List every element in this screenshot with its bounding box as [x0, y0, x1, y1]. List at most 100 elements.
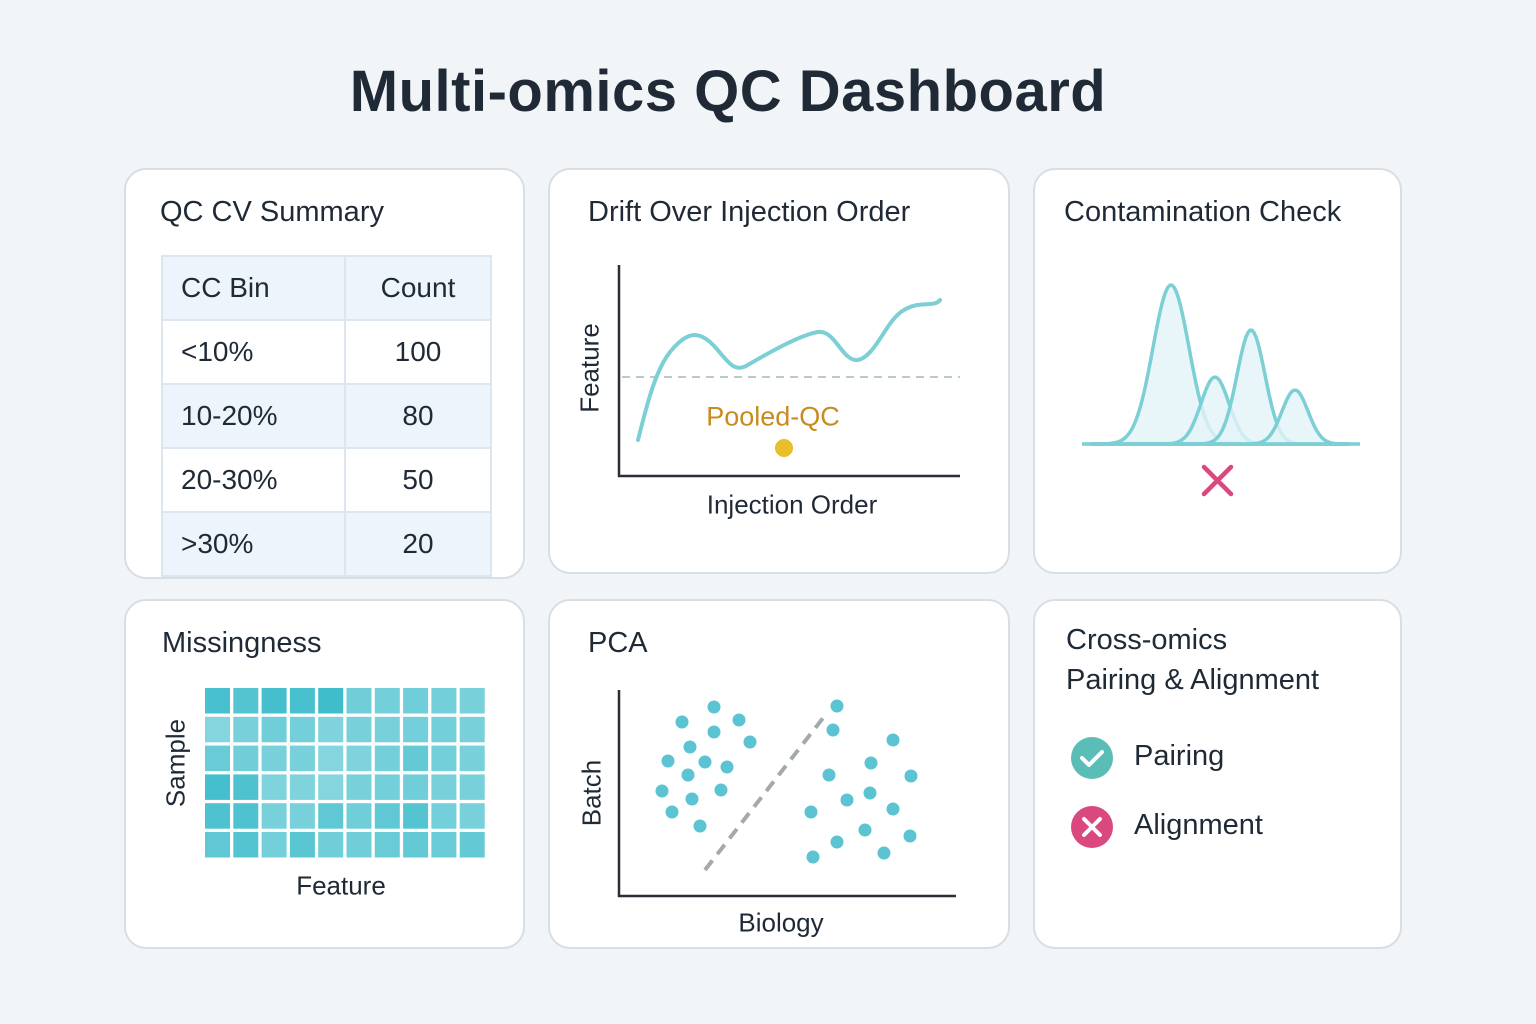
- pca-point: [903, 829, 917, 843]
- heatmap-cell: [403, 688, 429, 714]
- heatmap-cell: [205, 774, 230, 800]
- heatmap-cell: [374, 832, 400, 858]
- heatmap-cell: [205, 745, 230, 772]
- pca-title: PCA: [588, 627, 648, 659]
- pca-point: [707, 700, 721, 714]
- count-cell: 100: [344, 319, 492, 385]
- heatmap-cell: [374, 803, 400, 829]
- heatmap-cell: [289, 716, 315, 743]
- heatmap-cell: [374, 688, 400, 714]
- contamination-title: Contamination Check: [1064, 196, 1342, 228]
- pca-point: [707, 725, 721, 739]
- heatmap-cell: [374, 716, 400, 743]
- pca-chart: [617, 690, 956, 898]
- heatmap-cell: [289, 832, 315, 858]
- pca-point: [804, 805, 818, 819]
- heatmap-cell: [459, 716, 485, 743]
- pca-point: [675, 715, 689, 729]
- pca-point: [655, 784, 669, 798]
- column-header-count: Count: [344, 255, 492, 321]
- pca-point: [732, 713, 746, 727]
- cross-omics-title-line1: Cross-omics: [1066, 624, 1228, 656]
- heatmap-cell: [346, 832, 372, 858]
- pca-point: [806, 850, 820, 864]
- bin-cell: 20-30%: [161, 447, 346, 513]
- heatmap-cell: [459, 803, 485, 829]
- pca-point: [863, 786, 877, 800]
- heatmap-cell: [459, 832, 485, 858]
- bin-cell: <10%: [161, 319, 346, 385]
- heatmap-cell: [205, 716, 230, 743]
- pca-point: [681, 768, 695, 782]
- heatmap-cell: [289, 688, 315, 714]
- heatmap-cell: [318, 803, 344, 829]
- heatmap-cell: [374, 774, 400, 800]
- pca-point: [904, 769, 918, 783]
- heatmap-cell: [403, 745, 429, 772]
- heatmap-cell: [205, 803, 230, 829]
- pooled-qc-point: [775, 439, 793, 457]
- missingness-x-label: Feature: [296, 870, 386, 901]
- bin-cell: 10-20%: [161, 383, 346, 449]
- heatmap-cell: [233, 774, 259, 800]
- contamination-card: [1033, 168, 1402, 574]
- pca-point: [830, 699, 844, 713]
- heatmap-cell: [205, 832, 230, 858]
- pca-point: [830, 835, 844, 849]
- bin-cell: >30%: [161, 511, 346, 577]
- drift-x-label: Injection Order: [706, 489, 878, 520]
- count-cell: 50: [344, 447, 492, 513]
- drift-card: [548, 168, 1010, 574]
- missingness-title: Missingness: [162, 627, 322, 659]
- heatmap-cell: [459, 774, 485, 800]
- table-header-row: CC Bin Count: [161, 255, 492, 321]
- pca-point: [714, 783, 728, 797]
- pca-point: [886, 733, 900, 747]
- heatmap-cell: [431, 774, 457, 800]
- pca-point: [864, 756, 878, 770]
- heatmap-cell: [261, 774, 287, 800]
- heatmap-cell: [233, 688, 259, 714]
- heatmap-cell: [459, 745, 485, 772]
- heatmap-cell: [233, 745, 259, 772]
- drift-title: Drift Over Injection Order: [588, 196, 911, 228]
- pca-point: [886, 802, 900, 816]
- pca-point: [858, 823, 872, 837]
- heatmap-cell: [431, 803, 457, 829]
- heatmap-cell: [374, 745, 400, 772]
- heatmap-cell: [403, 832, 429, 858]
- heatmap-cell: [261, 803, 287, 829]
- heatmap-cell: [233, 716, 259, 743]
- pca-point: [693, 819, 707, 833]
- heatmap-cell: [346, 803, 372, 829]
- pca-point: [665, 805, 679, 819]
- drift-chart: [617, 265, 960, 478]
- heatmap-cell: [261, 716, 287, 743]
- contamination-x-icon: [1201, 464, 1234, 497]
- heatmap-cell: [431, 745, 457, 772]
- table-row: >30% 20: [161, 511, 492, 577]
- pca-x-label: Biology: [738, 907, 824, 938]
- heatmap-cell: [459, 688, 485, 714]
- heatmap-cell: [403, 774, 429, 800]
- alignment-x-icon: [1071, 806, 1113, 848]
- pca-point: [661, 754, 675, 768]
- heatmap-cell: [233, 803, 259, 829]
- heatmap-cell: [261, 688, 287, 714]
- drift-series-line: [636, 298, 942, 442]
- pairing-label: Pairing: [1134, 740, 1225, 772]
- heatmap-cell: [318, 688, 344, 714]
- pooled-qc-label: Pooled-QC: [706, 401, 840, 432]
- heatmap-cell: [318, 832, 344, 858]
- heatmap-cell: [431, 688, 457, 714]
- pca-point: [698, 755, 712, 769]
- heatmap-cell: [289, 774, 315, 800]
- count-cell: 80: [344, 383, 492, 449]
- heatmap-cell: [205, 688, 230, 714]
- pca-point: [743, 735, 757, 749]
- heatmap-cell: [318, 716, 344, 743]
- pca-point: [840, 793, 854, 807]
- heatmap-cell: [346, 688, 372, 714]
- heatmap-cell: [289, 803, 315, 829]
